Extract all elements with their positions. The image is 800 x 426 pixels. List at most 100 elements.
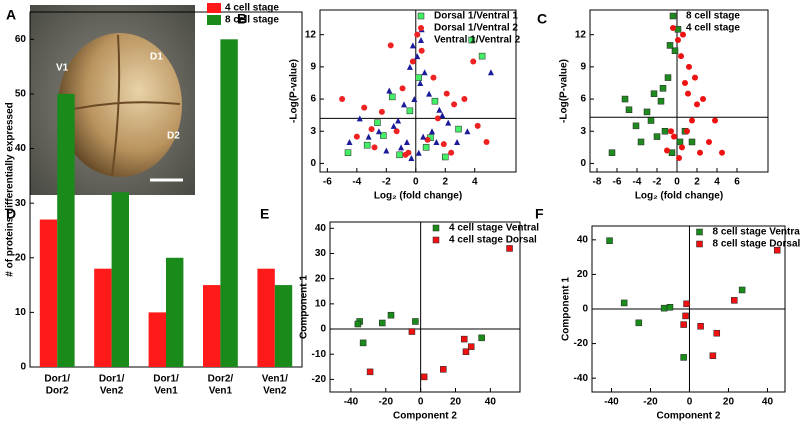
y-axis-label: -Log(P-value) bbox=[559, 59, 570, 123]
point bbox=[420, 133, 427, 140]
x-tick-label: -40 bbox=[344, 397, 359, 408]
x-axis-label: Component 2 bbox=[657, 411, 721, 422]
point bbox=[657, 97, 665, 105]
legend-label: 4 cell stage bbox=[686, 23, 740, 34]
x-tick-label: Dor1/ bbox=[99, 374, 125, 385]
point bbox=[679, 144, 685, 151]
panel-label: F bbox=[535, 206, 544, 222]
legend-swatch bbox=[207, 3, 221, 13]
point bbox=[660, 304, 668, 312]
point bbox=[426, 90, 433, 97]
y-tick-label: 0 bbox=[20, 362, 26, 373]
x-tick-label: 2 bbox=[442, 177, 448, 188]
point bbox=[411, 96, 418, 103]
point bbox=[680, 354, 687, 361]
point bbox=[464, 128, 471, 135]
point bbox=[365, 133, 372, 140]
y-tick-label: 6 bbox=[310, 94, 316, 105]
y-axis-label: Component 1 bbox=[299, 275, 310, 339]
x-tick-label: -6 bbox=[323, 177, 332, 188]
point bbox=[383, 147, 390, 154]
point bbox=[467, 343, 475, 350]
legend-marker bbox=[432, 236, 440, 244]
point bbox=[387, 311, 395, 319]
point bbox=[379, 319, 386, 327]
point bbox=[676, 155, 682, 162]
point bbox=[424, 136, 431, 143]
point bbox=[439, 112, 446, 119]
point bbox=[682, 312, 689, 320]
y-tick-label: 0 bbox=[310, 158, 316, 169]
x-tick-label: 20 bbox=[723, 397, 735, 408]
point bbox=[671, 133, 677, 140]
point bbox=[650, 90, 658, 97]
point bbox=[415, 149, 422, 156]
x-tick-label: -20 bbox=[379, 397, 394, 408]
point bbox=[396, 151, 403, 159]
point bbox=[678, 53, 684, 60]
point bbox=[738, 286, 746, 294]
point bbox=[339, 96, 346, 103]
point bbox=[661, 127, 669, 135]
x-tick-label: -4 bbox=[352, 177, 361, 188]
point bbox=[374, 119, 381, 126]
point bbox=[697, 149, 703, 156]
point bbox=[429, 128, 435, 135]
point bbox=[431, 97, 439, 105]
legend-marker bbox=[418, 37, 424, 43]
x-tick-label: 0 bbox=[674, 177, 680, 188]
y-axis-label: Component 1 bbox=[561, 277, 572, 341]
point bbox=[454, 138, 461, 145]
point bbox=[430, 74, 437, 81]
point bbox=[363, 141, 371, 149]
point bbox=[620, 299, 628, 307]
point bbox=[409, 58, 416, 65]
legend-marker bbox=[696, 228, 703, 236]
legend-label: Dorsal 1/Ventral 2 bbox=[434, 23, 518, 34]
point bbox=[443, 90, 450, 97]
point bbox=[659, 85, 667, 92]
blastomere-label: D2 bbox=[167, 131, 180, 142]
y-tick-label: 40 bbox=[577, 234, 589, 245]
point bbox=[398, 144, 405, 151]
point bbox=[408, 328, 416, 335]
point bbox=[403, 138, 410, 145]
y-tick-label: 60 bbox=[15, 34, 27, 45]
bar bbox=[39, 219, 58, 367]
point bbox=[621, 95, 629, 103]
x-axis-label: Log₂ (fold change) bbox=[635, 191, 723, 202]
bar bbox=[166, 257, 184, 367]
point bbox=[378, 108, 385, 115]
point bbox=[487, 69, 494, 76]
y-tick-label: 10 bbox=[15, 307, 27, 318]
point bbox=[468, 36, 476, 44]
point bbox=[719, 149, 725, 156]
point bbox=[402, 151, 409, 158]
point bbox=[406, 63, 413, 70]
point bbox=[422, 144, 430, 151]
legend-marker bbox=[696, 240, 703, 248]
point bbox=[408, 155, 415, 162]
bar bbox=[274, 285, 293, 367]
point bbox=[434, 115, 441, 122]
y-tick-label: 9 bbox=[310, 62, 316, 73]
point bbox=[478, 334, 485, 342]
y-tick-label: -20 bbox=[312, 374, 327, 385]
legend-label: 8 cell stage bbox=[225, 15, 279, 26]
point bbox=[368, 126, 375, 133]
x-tick-label: 0 bbox=[413, 177, 419, 188]
legend-marker bbox=[432, 224, 440, 232]
legend-label: 8 cell stage bbox=[686, 11, 740, 22]
legend-label: 4 cell stage Dorsal bbox=[449, 235, 537, 246]
point bbox=[686, 63, 692, 70]
x-tick-label: Dor2/ bbox=[208, 374, 234, 385]
point bbox=[683, 300, 690, 308]
point bbox=[440, 141, 447, 148]
x-tick-label: -2 bbox=[382, 177, 391, 188]
x-tick-label: 0 bbox=[687, 397, 693, 408]
point bbox=[448, 149, 455, 156]
panel-label: C bbox=[537, 11, 547, 27]
x-axis-label: Log₂ (fold change) bbox=[374, 191, 462, 202]
point bbox=[418, 47, 425, 54]
